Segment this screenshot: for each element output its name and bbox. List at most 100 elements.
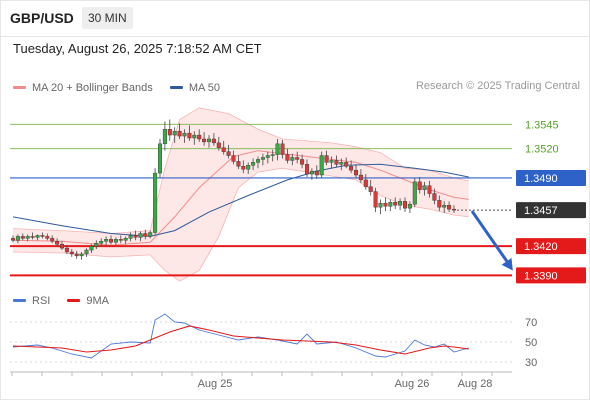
candle-body-up (84, 249, 89, 255)
candle-body-down (373, 191, 378, 208)
header-divider (0, 36, 590, 37)
candle-body-down (452, 208, 457, 211)
candle (324, 150, 329, 166)
candle-body-down (447, 205, 452, 210)
candle (206, 135, 211, 148)
candle (290, 153, 295, 166)
candle (427, 180, 432, 198)
candle (422, 181, 427, 196)
candle (157, 138, 162, 178)
candle-body-down (437, 200, 442, 208)
candle (373, 187, 378, 213)
copyright-notice: Research © 2025 Trading Central (415, 80, 580, 92)
ma50-line (12, 163, 469, 237)
legend-swatch-ma20 (13, 86, 26, 89)
candle-body-up (162, 129, 167, 145)
candle (226, 144, 231, 159)
candle (40, 232, 45, 239)
legend-item-ma50: MA 50 (169, 82, 220, 94)
candle-body-down (20, 236, 25, 239)
candle (128, 232, 133, 242)
candle (241, 160, 246, 174)
legend-swatch-9ma (67, 299, 81, 302)
candle (319, 151, 324, 178)
candle (442, 201, 447, 214)
candle (25, 234, 30, 242)
bollinger-band (13, 107, 469, 282)
candle (172, 127, 177, 143)
candle (334, 155, 339, 168)
candle (123, 236, 128, 245)
candle (260, 153, 265, 166)
candle (344, 157, 349, 169)
candle (15, 234, 20, 244)
candle-body-down (241, 166, 246, 170)
candle (197, 129, 202, 142)
forecast-arrow-head (501, 258, 513, 271)
candle (192, 131, 197, 145)
candle (30, 232, 35, 240)
legend-label-ma20: MA 20 + Bollinger Bands (32, 81, 153, 94)
candle-body-up (309, 170, 314, 175)
candle (432, 188, 437, 205)
pivot-badge (516, 169, 586, 186)
candle (236, 155, 241, 170)
candle (216, 137, 221, 151)
candle-body-up (113, 239, 118, 243)
legend-swatch-ma50 (169, 86, 183, 89)
candle (256, 156, 261, 169)
candle (417, 176, 422, 194)
symbol-title: GBP/USD (10, 10, 74, 26)
candle (99, 238, 104, 247)
interval-button[interactable]: 30 MIN (82, 7, 133, 29)
candle-body-up (388, 202, 393, 207)
candle (305, 159, 310, 177)
candle-body-down (197, 134, 202, 140)
candle-body-up (265, 155, 270, 158)
candle-body-down (211, 138, 216, 144)
candle (118, 235, 123, 244)
candle-body-down (324, 155, 329, 163)
legend-swatch-rsi (13, 299, 26, 302)
candle-body-down (432, 193, 437, 201)
candle (285, 148, 290, 164)
last-price-badge (516, 202, 586, 219)
candle (187, 125, 192, 141)
candle (329, 156, 334, 169)
candle-body-down (118, 239, 123, 241)
candle-body-up (128, 235, 133, 239)
support-label: 1.3420 (524, 241, 558, 253)
candle-body-up (148, 232, 153, 237)
support-badge (516, 238, 586, 255)
candle (403, 197, 408, 213)
candle-body-down (60, 244, 65, 249)
candle-body-down (280, 143, 285, 155)
legend-label-9ma: 9MA (86, 294, 110, 307)
resistance-label: 1.3520 (525, 144, 559, 156)
candle-body-down (50, 238, 55, 242)
rsi-tick-label: 50 (525, 337, 537, 349)
candle-body-down (393, 202, 398, 206)
candle (167, 119, 172, 141)
candle (104, 236, 109, 246)
candle (275, 138, 280, 161)
candle (143, 229, 148, 240)
last-price-label: 1.3457 (524, 205, 558, 217)
candle (393, 197, 398, 210)
candle-body-up (79, 253, 84, 257)
candle-body-down (285, 154, 290, 161)
timestamp: Tuesday, August 26, 2025 7:18:52 AM CET (13, 41, 262, 56)
rsi-tick-label: 30 (525, 357, 537, 369)
candle (314, 165, 319, 179)
candle (182, 129, 187, 143)
price-legend: MA 20 + Bollinger Bands MA 50 (13, 80, 234, 94)
candle-body-down (74, 253, 79, 257)
candle (84, 248, 89, 257)
candle-body-up (407, 204, 412, 209)
candle-body-down (358, 174, 363, 181)
candle-body-down (417, 181, 422, 190)
candle-body-down (64, 247, 69, 253)
candle (148, 230, 153, 239)
candle (79, 252, 84, 260)
